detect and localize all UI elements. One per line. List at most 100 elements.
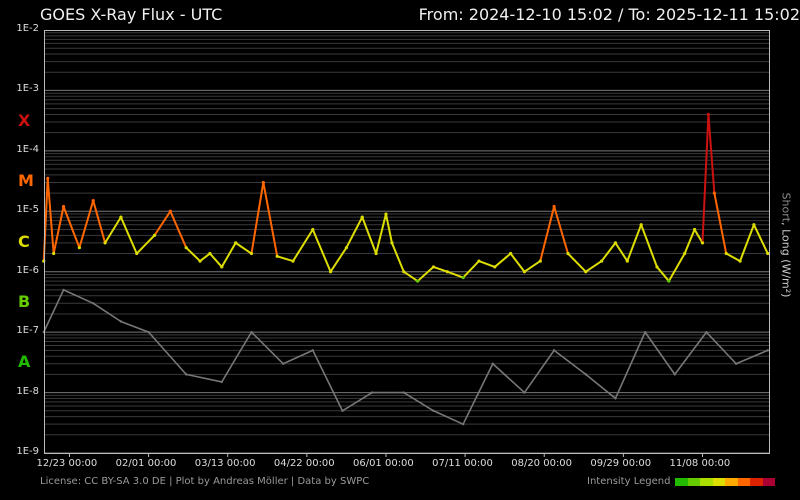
long-data-point [522,270,527,274]
long-data-point [91,199,95,203]
short-data-point [552,349,556,352]
long-data-point [599,259,604,263]
short-series-segment [462,363,494,425]
long-data-point [667,279,671,283]
grid [45,32,769,457]
long-series-segment [478,260,496,268]
short-data-point [341,409,344,412]
long-data-point [291,259,295,263]
x-tick-label: 03/13 00:00 [194,458,256,469]
x-tick-label: 12/23 00:00 [36,458,98,469]
short-series-segment [614,331,646,399]
y-label-sep: , [779,222,793,230]
long-series-segment [509,252,526,273]
short-data-point [766,349,769,352]
long-series-segment [169,210,188,249]
long-data-point [234,241,238,245]
x-tick-label: 06/01 00:00 [352,458,414,469]
long-data-point [360,215,364,219]
long-series-segment [276,255,294,263]
short-series-segment [148,331,187,375]
long-series-segment [523,260,541,273]
x-tick-label: 04/22 00:00 [273,458,335,469]
long-data-point [384,212,388,216]
short-data-point [250,330,253,334]
flare-class-c: C [18,231,30,251]
long-series-segment [656,266,670,282]
long-data-point [683,251,687,256]
short-data-point [119,320,123,323]
short-series-segment [92,302,122,323]
long-data-point [493,265,497,269]
long-data-point [168,209,172,213]
y-tick-label: 1E-3 [16,83,39,95]
long-series-segment [153,210,172,236]
y-tick-label: 1E-4 [16,143,39,155]
long-series-segment [78,200,95,248]
long-data-point [402,270,406,274]
long-data-point [390,241,394,245]
short-series-segment [735,349,769,365]
long-data-point [431,265,436,269]
long-data-point [724,251,728,256]
long-data-point [584,270,588,274]
long-series-segment [136,234,156,255]
short-series-segment [120,320,149,333]
long-series-segment [390,242,405,273]
y-axis-label: Short, Long (W/m²) [780,193,793,298]
short-data-point [402,391,405,394]
long-series-segment [667,253,686,282]
y-label-short: Short [779,192,793,223]
long-data-point [712,191,716,195]
credits: License: CC BY-SA 3.0 DE | Plot by Andre… [40,476,370,487]
long-data-point [328,270,333,274]
long-series-segment [416,266,435,282]
long-series-segment [753,224,769,254]
short-series-segment [342,391,373,412]
long-data-point [613,241,618,245]
long-series-segment [119,216,138,254]
x-tick-label: 09/29 00:00 [590,458,652,469]
x-tick-label: 02/01 00:00 [115,458,177,469]
short-data-point [432,409,435,412]
long-data-point [509,251,513,256]
plot-frame [44,30,770,454]
y-tick-label: 1E-8 [16,385,39,397]
long-data-point [261,180,265,185]
long-data-point [416,279,420,283]
flare-class-x: X [18,110,31,130]
x-tick-label: 11/08 00:00 [669,458,731,469]
long-data-point [103,241,107,245]
long-series-segment [446,270,464,279]
long-data-point [700,241,705,245]
short-data-point [311,349,314,352]
short-series-segment [403,391,434,412]
long-series-segment [739,224,755,262]
long-series-segment [185,246,201,262]
long-data-point [249,251,254,256]
date-range: From: 2024-12-10 15:02 / To: 2025-12-11 … [418,5,800,24]
flare-class-a: A [18,352,31,372]
short-data-point [370,391,374,394]
legend-swatch [762,478,775,486]
short-series-segment [553,349,587,376]
short-data-point [491,362,494,365]
y-tick-label: 1E-6 [16,264,39,276]
short-series-segment [63,289,94,305]
long-series-segment [585,260,603,273]
short-data-point [523,391,526,394]
short-data-point [705,330,708,334]
long-series-segment [361,216,378,254]
long-series-segment [209,252,223,268]
long-series-segment [220,242,237,268]
long-data-point [220,265,224,269]
long-data-point [77,246,81,250]
long-series-segment [683,229,696,254]
short-series-segment [433,410,464,425]
y-tick-label: 1E-7 [16,325,39,337]
long-data-point [46,176,50,181]
long-data-point [208,251,212,256]
long-series-segment [553,206,569,254]
long-series-segment [626,224,643,262]
short-data-point [584,373,587,376]
